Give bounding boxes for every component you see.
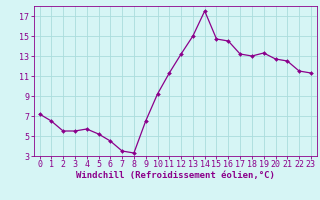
X-axis label: Windchill (Refroidissement éolien,°C): Windchill (Refroidissement éolien,°C) xyxy=(76,171,275,180)
